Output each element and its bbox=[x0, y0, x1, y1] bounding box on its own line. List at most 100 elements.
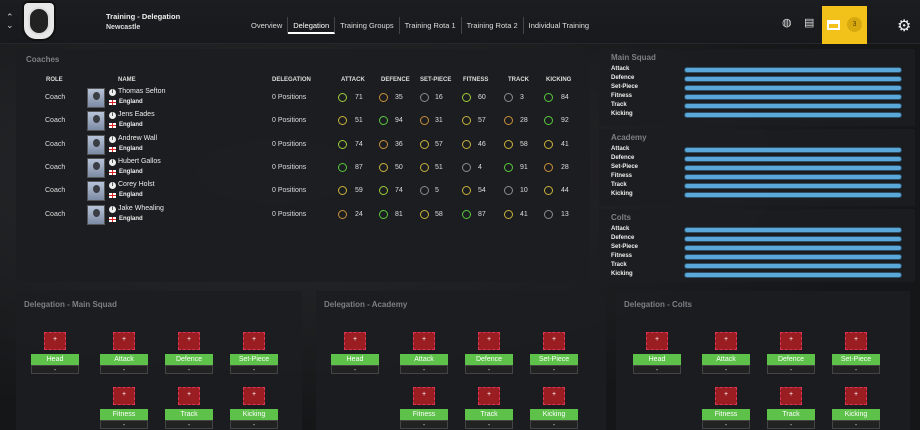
delegation-slot-value[interactable]: - bbox=[465, 365, 513, 374]
delegation-slot-label[interactable]: Kicking bbox=[230, 409, 278, 420]
coach-delegation[interactable]: 0 Positions bbox=[272, 94, 307, 101]
info-icon[interactable]: i bbox=[109, 135, 116, 143]
delegation-slot-value[interactable]: - bbox=[832, 420, 880, 429]
delegation-slot-label[interactable]: Fitness bbox=[400, 409, 448, 420]
delegation-slot-label[interactable]: Kicking bbox=[530, 409, 578, 420]
info-icon[interactable]: i bbox=[109, 112, 116, 120]
delegation-slot-value[interactable]: - bbox=[100, 420, 148, 429]
col-kicking[interactable]: KICKING bbox=[546, 77, 572, 83]
delegation-slot-label[interactable]: Head bbox=[31, 354, 79, 365]
add-staff-card-icon[interactable] bbox=[715, 387, 737, 405]
clipboard-icon[interactable]: ▤ bbox=[804, 17, 815, 29]
delegation-slot-label[interactable]: Kicking bbox=[832, 409, 880, 420]
add-staff-card-icon[interactable] bbox=[646, 332, 668, 350]
info-icon[interactable]: i bbox=[109, 182, 116, 190]
delegation-slot-label[interactable]: Set-Piece bbox=[230, 354, 278, 365]
col-track[interactable]: TRACK bbox=[508, 77, 529, 83]
coach-name[interactable]: Jake Whealing bbox=[118, 204, 164, 212]
delegation-slot-label[interactable]: Attack bbox=[400, 354, 448, 365]
add-staff-card-icon[interactable] bbox=[478, 387, 500, 405]
delegation-slot-value[interactable]: - bbox=[165, 420, 213, 429]
col-name[interactable]: NAME bbox=[118, 77, 136, 83]
tab-training-rota-2[interactable]: Training Rota 2 bbox=[462, 17, 524, 34]
coach-avatar[interactable] bbox=[87, 111, 105, 132]
delegation-slot-value[interactable]: - bbox=[100, 365, 148, 374]
club-crest[interactable] bbox=[22, 1, 56, 41]
coach-name[interactable]: Andrew Wall bbox=[118, 134, 158, 142]
delegation-slot-label[interactable]: Defence bbox=[165, 354, 213, 365]
delegation-slot-value[interactable]: - bbox=[633, 365, 681, 374]
delegation-slot-label[interactable]: Set-Piece bbox=[530, 354, 578, 365]
gear-icon[interactable]: ⚙ bbox=[897, 18, 912, 35]
coach-avatar[interactable] bbox=[87, 181, 105, 202]
coach-delegation[interactable]: 0 Positions bbox=[272, 117, 307, 125]
delegation-slot-value[interactable]: - bbox=[400, 420, 448, 429]
coach-avatar[interactable] bbox=[87, 204, 105, 225]
add-staff-card-icon[interactable] bbox=[178, 387, 200, 405]
delegation-slot-label[interactable]: Attack bbox=[100, 354, 148, 365]
delegation-slot-label[interactable]: Defence bbox=[465, 354, 513, 365]
delegation-slot-value[interactable]: - bbox=[230, 365, 278, 374]
info-icon[interactable]: i bbox=[109, 205, 116, 213]
delegation-slot-label[interactable]: Defence bbox=[767, 354, 815, 365]
info-icon[interactable]: i bbox=[109, 89, 116, 96]
delegation-slot-value[interactable]: - bbox=[832, 365, 880, 374]
add-staff-card-icon[interactable] bbox=[715, 332, 737, 350]
coach-delegation[interactable]: 0 Positions bbox=[272, 210, 307, 218]
add-staff-card-icon[interactable] bbox=[543, 332, 565, 350]
tab-training-rota-1[interactable]: Training Rota 1 bbox=[400, 17, 462, 34]
delegation-slot-label[interactable]: Fitness bbox=[100, 409, 148, 420]
delegation-slot-value[interactable]: - bbox=[767, 365, 815, 374]
add-staff-card-icon[interactable] bbox=[845, 387, 867, 405]
delegation-slot-value[interactable]: - bbox=[31, 365, 79, 374]
delegation-slot-value[interactable]: - bbox=[165, 365, 213, 374]
coach-delegation[interactable]: 0 Positions bbox=[272, 187, 307, 195]
add-staff-card-icon[interactable] bbox=[113, 332, 135, 350]
coach-delegation[interactable]: 0 Positions bbox=[272, 140, 307, 148]
add-staff-card-icon[interactable] bbox=[478, 332, 500, 350]
col-delegation[interactable]: DELEGATION bbox=[272, 77, 311, 83]
delegation-slot-value[interactable]: - bbox=[400, 365, 448, 374]
tab-delegation[interactable]: Delegation bbox=[288, 17, 336, 34]
coach-name[interactable]: Jens Eades bbox=[118, 111, 155, 119]
coach-name[interactable]: Hubert Gallos bbox=[118, 157, 161, 165]
delegation-slot-value[interactable]: - bbox=[702, 365, 750, 374]
delegation-slot-label[interactable]: Attack bbox=[702, 354, 750, 365]
delegation-slot-value[interactable]: - bbox=[230, 420, 278, 429]
delegation-slot-value[interactable]: - bbox=[767, 420, 815, 429]
info-icon[interactable]: i bbox=[109, 158, 116, 166]
tab-training-groups[interactable]: Training Groups bbox=[335, 17, 400, 34]
add-staff-card-icon[interactable] bbox=[780, 332, 802, 350]
add-staff-card-icon[interactable] bbox=[243, 332, 265, 350]
add-staff-card-icon[interactable] bbox=[113, 387, 135, 405]
chevron-up-down-icon[interactable]: ⌃ ⌄ bbox=[6, 12, 14, 30]
coach-avatar[interactable] bbox=[87, 88, 105, 108]
globe-icon[interactable]: ◍ bbox=[782, 17, 792, 29]
tab-individual-training[interactable]: Individual Training bbox=[528, 21, 590, 30]
add-staff-card-icon[interactable] bbox=[413, 387, 435, 405]
tab-overview[interactable]: Overview bbox=[246, 17, 289, 34]
coach-name[interactable]: Corey Holst bbox=[118, 181, 155, 189]
delegation-slot-label[interactable]: Set-Piece bbox=[832, 354, 880, 365]
add-staff-card-icon[interactable] bbox=[178, 332, 200, 350]
delegation-slot-label[interactable]: Head bbox=[633, 354, 681, 365]
delegation-slot-label[interactable]: Head bbox=[331, 354, 379, 365]
delegation-slot-value[interactable]: - bbox=[530, 365, 578, 374]
delegation-slot-value[interactable]: - bbox=[331, 365, 379, 374]
coach-delegation[interactable]: 0 Positions bbox=[272, 163, 307, 171]
add-staff-card-icon[interactable] bbox=[845, 332, 867, 350]
coach-avatar[interactable] bbox=[87, 134, 105, 155]
inbox-button[interactable]: 3 bbox=[822, 6, 867, 44]
add-staff-card-icon[interactable] bbox=[44, 332, 66, 350]
add-staff-card-icon[interactable] bbox=[543, 387, 565, 405]
delegation-slot-value[interactable]: - bbox=[702, 420, 750, 429]
add-staff-card-icon[interactable] bbox=[344, 332, 366, 350]
col-set-piece[interactable]: SET-PIECE bbox=[420, 77, 452, 83]
col-fitness[interactable]: FITNESS bbox=[463, 77, 489, 83]
delegation-slot-label[interactable]: Track bbox=[465, 409, 513, 420]
delegation-slot-value[interactable]: - bbox=[465, 420, 513, 429]
add-staff-card-icon[interactable] bbox=[780, 387, 802, 405]
coach-name[interactable]: Thomas Sefton bbox=[118, 88, 166, 95]
delegation-slot-label[interactable]: Track bbox=[165, 409, 213, 420]
delegation-slot-label[interactable]: Fitness bbox=[702, 409, 750, 420]
